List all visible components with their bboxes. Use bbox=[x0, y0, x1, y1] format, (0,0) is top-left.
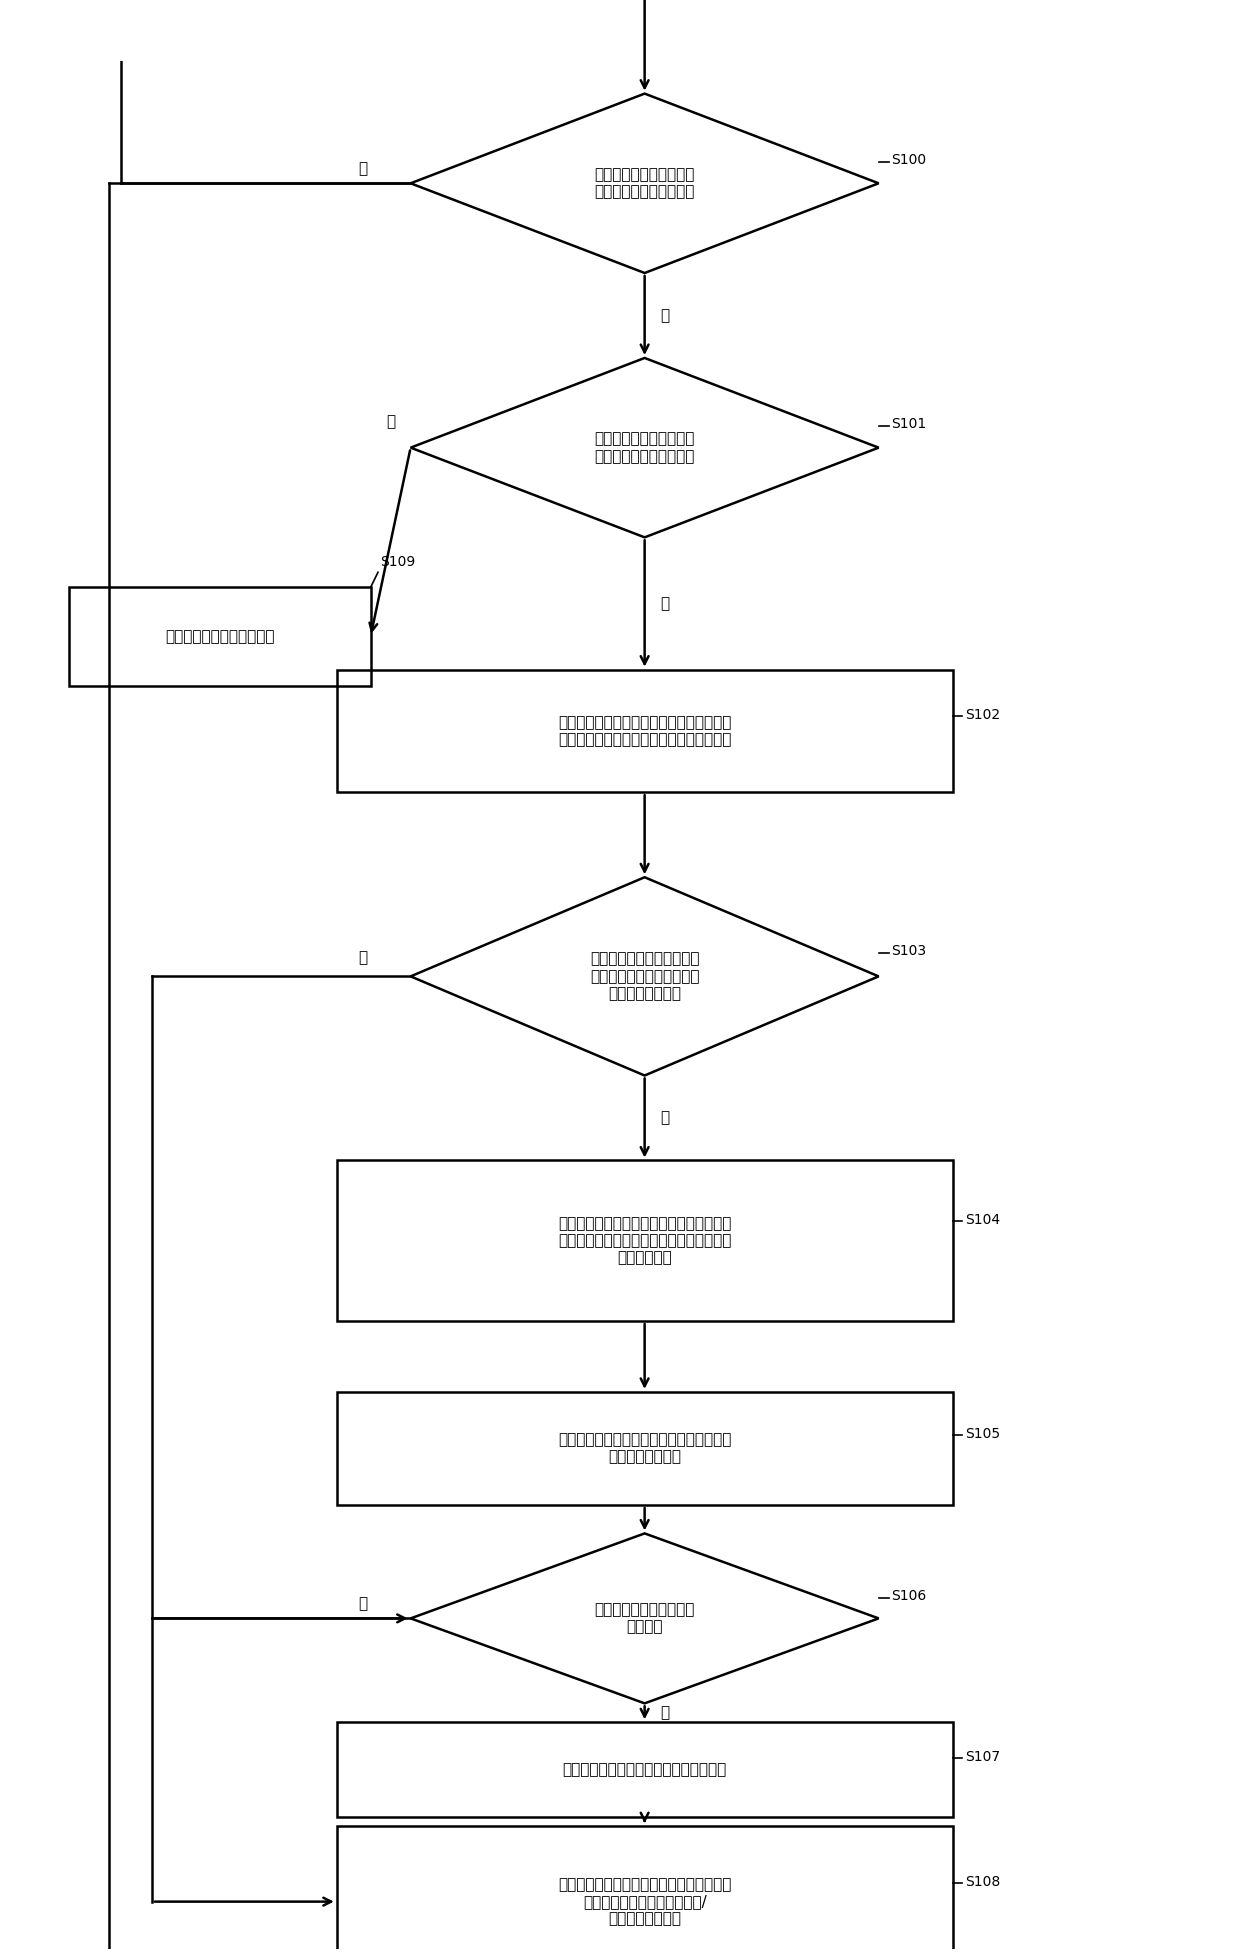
Text: 应用处理器记录移动终端的当前位置信息: 应用处理器记录移动终端的当前位置信息 bbox=[563, 1762, 727, 1777]
Text: 否: 否 bbox=[358, 1596, 367, 1611]
Text: 应用处理器重启调制解调器: 应用处理器重启调制解调器 bbox=[165, 629, 274, 644]
Text: S105: S105 bbox=[965, 1428, 999, 1441]
Bar bbox=[337, 1723, 952, 1816]
Text: 应用处理器确定调制解调器内的协议栈异常
，并获取调制解调器当前使用的第一协议栈: 应用处理器确定调制解调器内的协议栈异常 ，并获取调制解调器当前使用的第一协议栈 bbox=[558, 715, 732, 748]
Bar bbox=[337, 1826, 952, 1953]
Text: 应用处理器判断调制解调
器内的公共模块是否异常: 应用处理器判断调制解调 器内的公共模块是否异常 bbox=[594, 432, 694, 465]
Text: S101: S101 bbox=[892, 418, 926, 432]
Text: 是: 是 bbox=[661, 1705, 670, 1721]
Text: 是: 是 bbox=[386, 414, 396, 430]
Text: S109: S109 bbox=[381, 555, 415, 568]
Bar bbox=[337, 1160, 952, 1320]
Text: S100: S100 bbox=[892, 152, 926, 166]
Text: 是: 是 bbox=[661, 1111, 670, 1125]
Bar bbox=[337, 1392, 952, 1506]
Text: 应用处理器开启第二协议栈，并使用第二协
议栈进行网络注册: 应用处理器开启第二协议栈，并使用第二协 议栈进行网络注册 bbox=[558, 1432, 732, 1465]
Text: 应用处理器判断网络注册
是否成功: 应用处理器判断网络注册 是否成功 bbox=[594, 1601, 694, 1635]
Text: S107: S107 bbox=[965, 1750, 999, 1764]
Text: S108: S108 bbox=[965, 1875, 1001, 1889]
Text: S102: S102 bbox=[965, 707, 999, 723]
Text: S106: S106 bbox=[892, 1590, 926, 1603]
Text: 否: 否 bbox=[661, 596, 670, 611]
Text: 否: 否 bbox=[358, 949, 367, 965]
Text: 是: 是 bbox=[661, 309, 670, 322]
Bar bbox=[69, 588, 371, 686]
Bar bbox=[337, 670, 952, 793]
Text: 否: 否 bbox=[358, 160, 367, 176]
Text: S103: S103 bbox=[892, 943, 926, 957]
Text: 应用处理器检测移动终端
内的调制解调器是否异常: 应用处理器检测移动终端 内的调制解调器是否异常 bbox=[594, 168, 694, 199]
Text: 应用处理器恢复调制解调器支持的多个协议
栈中的默认协议栈开关状态和/
或复位调制解调器: 应用处理器恢复调制解调器支持的多个协议 栈中的默认协议栈开关状态和/ 或复位调制… bbox=[558, 1877, 732, 1926]
Text: 应用处理器关闭第一协议栈，以及从调制解
调器支持的多个协议栈中选择除第一协议栈
的第二协议栈: 应用处理器关闭第一协议栈，以及从调制解 调器支持的多个协议栈中选择除第一协议栈 … bbox=[558, 1217, 732, 1266]
Text: 应用处理器判断在预设时间
范围内是否发生过预设次数
的调制解调器异常: 应用处理器判断在预设时间 范围内是否发生过预设次数 的调制解调器异常 bbox=[590, 951, 699, 1002]
Text: S104: S104 bbox=[965, 1213, 999, 1226]
